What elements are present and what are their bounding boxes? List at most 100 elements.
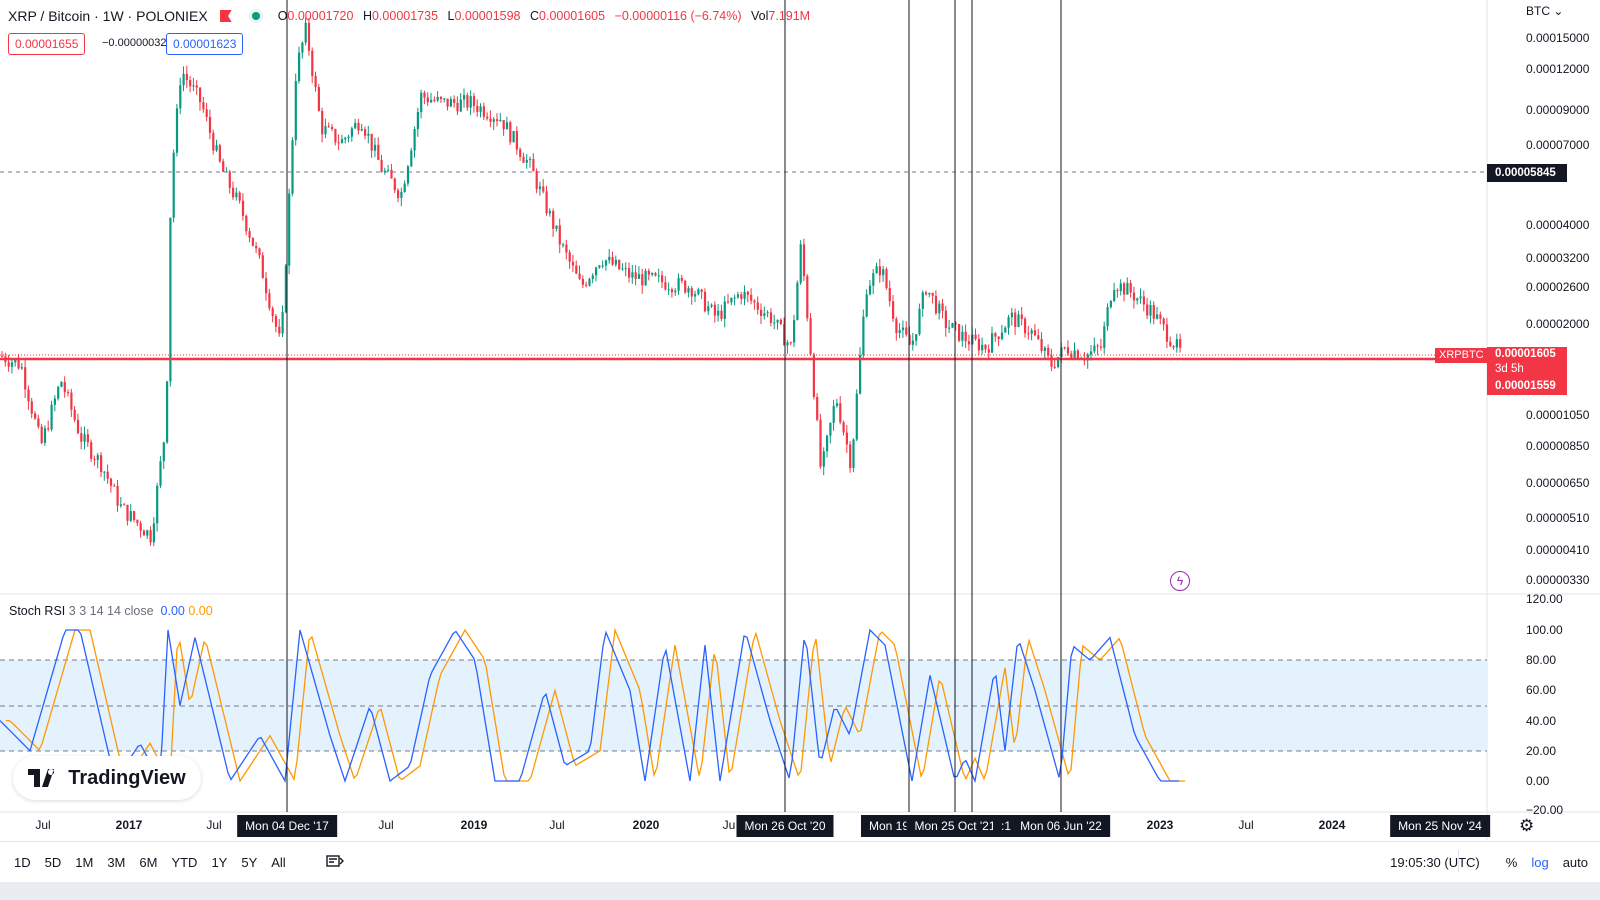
symbol-title[interactable]: XRP / Bitcoin · 1W · POLONIEX <box>8 8 208 24</box>
candle-body <box>532 159 535 172</box>
open-value: 0.00001720 <box>287 9 354 23</box>
candle-body <box>496 119 499 122</box>
candle-body <box>677 277 680 291</box>
candle-body <box>958 324 961 341</box>
candle-body <box>30 401 33 414</box>
candle-body <box>350 128 353 137</box>
candle-body <box>727 301 730 303</box>
range-button-all[interactable]: All <box>271 854 286 870</box>
candle-body <box>1020 314 1023 319</box>
settings-gear-icon[interactable]: ⚙ <box>1519 816 1535 835</box>
spread-value: −0.00000032 <box>102 37 167 49</box>
sell-button[interactable]: 0.00001655 <box>8 33 86 55</box>
candle-body <box>1159 314 1162 319</box>
range-button-5d[interactable]: 5D <box>44 854 62 870</box>
tradingview-logo[interactable]: TradingView <box>13 756 201 800</box>
candle-body <box>251 237 254 246</box>
candle-body <box>740 294 743 299</box>
candle-body <box>637 274 641 279</box>
time-label: 2024 <box>1318 818 1346 832</box>
symbol-legend: XRP / Bitcoin · 1W · POLONIEX O0.0000172… <box>8 8 816 24</box>
candle-body <box>634 272 637 279</box>
candle-body <box>842 422 845 433</box>
range-button-ytd[interactable]: YTD <box>171 854 198 870</box>
candle-body <box>149 530 152 543</box>
candle-body <box>799 244 802 283</box>
range-button-3m[interactable]: 3M <box>107 854 126 870</box>
date-range-icon[interactable] <box>326 854 344 871</box>
candle-body <box>142 530 146 536</box>
candle-body <box>1165 324 1169 342</box>
candle-body <box>832 405 835 423</box>
candle-body <box>529 159 532 161</box>
candle-body <box>380 160 383 173</box>
candle-body <box>344 137 347 140</box>
candle-body <box>545 191 548 214</box>
stoch-rsi-legend[interactable]: Stoch RSI 3 3 14 14 close 0.00 0.00 <box>9 604 213 618</box>
lightning-icon[interactable]: ϟ <box>1170 571 1190 591</box>
candle-body <box>535 171 538 189</box>
candle-body <box>743 291 746 299</box>
candle-body <box>202 102 205 110</box>
range-button-5y[interactable]: 5Y <box>241 854 258 870</box>
range-button-1m[interactable]: 1M <box>75 854 94 870</box>
candle-body <box>314 76 317 88</box>
candle-body <box>585 284 588 286</box>
flag-icon[interactable] <box>219 10 232 22</box>
candle-body <box>377 144 380 161</box>
candle-body <box>720 310 723 319</box>
candle-body <box>763 313 766 316</box>
candle-body <box>152 523 155 543</box>
range-button-1d[interactable]: 1D <box>14 854 31 870</box>
time-marker-label: Mon 19 <box>860 815 918 837</box>
candle-body <box>40 426 43 443</box>
candle-body <box>307 22 311 51</box>
candle-body <box>713 304 716 316</box>
candle-body <box>571 261 575 266</box>
candle-body <box>802 244 806 277</box>
candle-body <box>337 142 340 144</box>
stoch-tick: 60.00 <box>1526 683 1557 697</box>
candle-body <box>479 106 482 112</box>
price-tick: 0.00002600 <box>1526 280 1590 294</box>
time-marker-label: Mon 04 Dec '17 <box>237 815 337 837</box>
candle-body <box>1172 346 1175 348</box>
candle-body <box>27 389 30 402</box>
candle-body <box>103 471 106 473</box>
percent-toggle[interactable]: % <box>1505 854 1518 870</box>
candle-body <box>822 451 825 467</box>
candle-body <box>595 267 598 276</box>
range-button-6m[interactable]: 6M <box>139 854 158 870</box>
candle-body <box>895 318 898 334</box>
utc-time[interactable]: 19:05:30 (UTC) <box>1390 854 1480 870</box>
currency-selector[interactable]: BTC ⌄ <box>1526 4 1564 18</box>
candle-body <box>898 330 901 334</box>
candle-body <box>961 331 964 341</box>
candles <box>1 17 1182 547</box>
candle-body <box>136 519 139 524</box>
candle-body <box>218 145 221 162</box>
candle-body <box>565 244 568 253</box>
range-button-1y[interactable]: 1Y <box>211 854 228 870</box>
candle-body <box>47 428 50 430</box>
horizontal-scrollbar[interactable] <box>0 882 1600 900</box>
candle-body <box>113 485 116 487</box>
candle-body <box>1146 304 1149 316</box>
candle-body <box>1037 335 1040 339</box>
candle-body <box>700 289 703 292</box>
candle-body <box>1033 330 1037 336</box>
candle-body <box>568 252 571 262</box>
candle-body <box>360 129 363 131</box>
log-toggle[interactable]: log <box>1531 854 1549 870</box>
auto-toggle[interactable]: auto <box>1562 854 1588 870</box>
candle-body <box>901 327 905 331</box>
candle-body <box>433 99 436 101</box>
candle-body <box>786 342 789 346</box>
buy-button[interactable]: 0.00001623 <box>166 33 244 55</box>
price-tick: 0.00004000 <box>1526 218 1590 232</box>
candle-body <box>222 161 225 172</box>
candle-body <box>1066 347 1070 354</box>
candle-body <box>542 186 545 192</box>
candle-body <box>116 485 119 506</box>
